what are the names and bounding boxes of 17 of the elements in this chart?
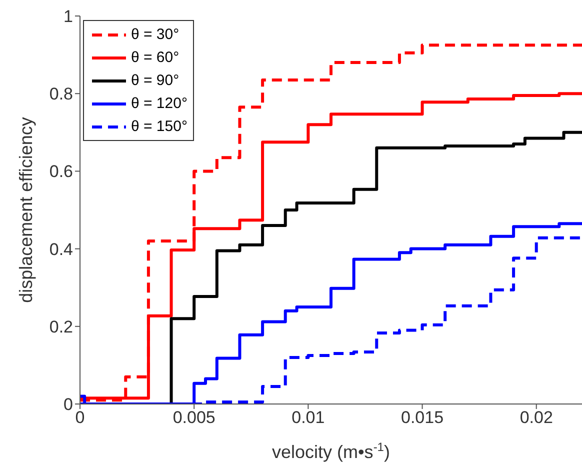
legend-label: θ = 30° (131, 26, 180, 43)
y-tick-label: 0 (64, 395, 73, 414)
y-axis-title: displacement efficiency (16, 117, 36, 303)
y-tick-label: 1 (64, 7, 73, 26)
y-tick-label: 0.6 (49, 162, 73, 182)
y-tick-label: 0.8 (49, 84, 73, 104)
x-axis-title: velocity (m•s$^{-1}$) (272, 440, 390, 462)
y-tick-label: 0.4 (49, 240, 73, 259)
x-tick-label: 0.01 (292, 408, 325, 428)
legend-label: θ = 90° (131, 72, 180, 89)
legend-label: θ = 120° (131, 95, 188, 112)
legend-label: θ = 60° (131, 49, 180, 66)
x-tick-label: 0.005 (172, 408, 216, 428)
x-tick-label: 0.02 (520, 408, 553, 428)
x-tick-label: 0.015 (401, 408, 444, 428)
legend-label: θ = 150° (131, 118, 188, 135)
y-tick-label: 0.2 (49, 317, 73, 336)
